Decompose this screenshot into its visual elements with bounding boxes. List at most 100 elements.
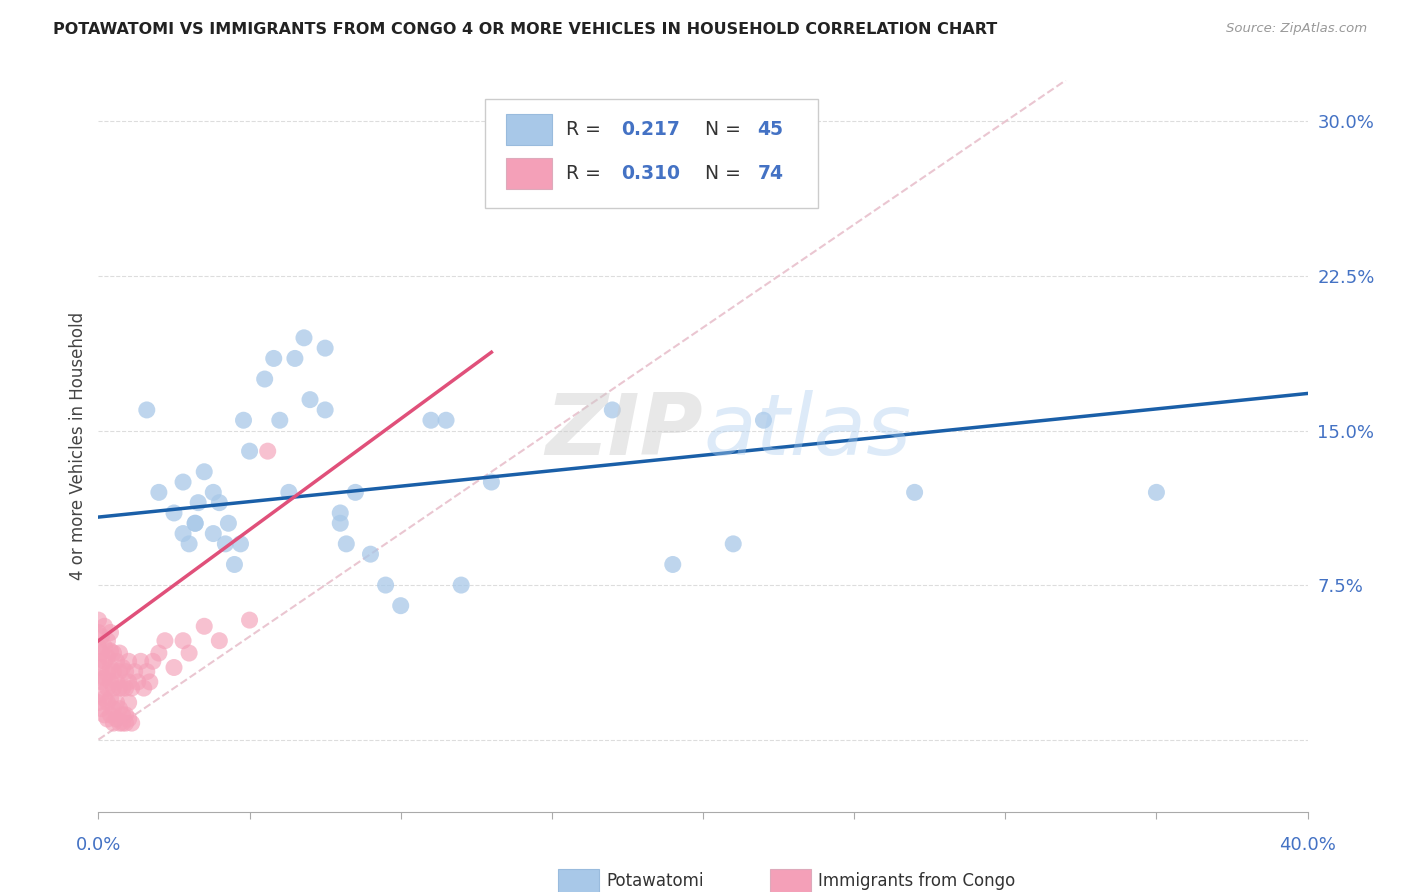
Point [93,640,115,654]
Point [253,372,276,386]
Point [723,537,745,551]
Point [87,696,110,710]
Point [103,646,125,660]
Point [292,331,315,345]
Point [232,413,254,427]
Point [299,392,322,407]
Point [481,475,503,489]
Point [100,707,122,722]
Point [96,712,118,726]
Point [389,599,412,613]
Point [96,650,118,665]
Point [153,633,176,648]
Point [277,485,299,500]
Point [96,696,118,710]
Point [374,578,396,592]
Point [450,578,472,592]
Point [105,674,128,689]
Point [100,691,122,706]
Point [217,516,239,531]
FancyBboxPatch shape [485,99,818,209]
Point [314,341,336,355]
Point [114,665,136,679]
Point [420,413,443,427]
Point [121,716,143,731]
Point [96,666,118,681]
Point [172,475,194,489]
Point [752,413,775,427]
Point [263,351,285,366]
Point [208,633,231,648]
Point [111,716,134,731]
Point [93,671,115,685]
Point [90,630,112,644]
Point [163,506,186,520]
Point [114,716,136,731]
Point [229,537,252,551]
Point [118,674,141,689]
Point [163,660,186,674]
Point [103,716,125,731]
Point [269,413,291,427]
Point [129,654,152,668]
Point [90,646,112,660]
Point [179,646,201,660]
Point [93,654,115,668]
Point [172,526,194,541]
Point [90,702,112,716]
Point [135,403,157,417]
Point [214,537,236,551]
Point [148,485,170,500]
Text: N =: N = [706,163,748,183]
Point [256,444,278,458]
Point [1144,485,1167,500]
Text: Immigrants from Congo: Immigrants from Congo [818,872,1015,890]
Text: ZIP: ZIP [546,390,703,473]
Text: Potawatomi: Potawatomi [606,872,704,890]
Point [904,485,927,500]
Point [602,403,624,417]
Text: N =: N = [706,120,748,139]
FancyBboxPatch shape [506,114,551,145]
Point [105,712,128,726]
Point [184,516,207,531]
Point [111,707,134,722]
Point [100,625,122,640]
Point [187,496,209,510]
Point [179,537,201,551]
Point [108,665,131,679]
FancyBboxPatch shape [769,869,811,892]
FancyBboxPatch shape [558,869,599,892]
Point [127,674,149,689]
Text: 0.217: 0.217 [621,120,679,139]
Point [105,654,128,668]
Point [100,644,122,658]
Point [108,702,131,716]
Point [114,707,136,722]
Point [360,547,382,561]
Text: 45: 45 [758,120,783,139]
Point [100,660,122,674]
Text: 74: 74 [758,163,783,183]
Point [90,660,112,674]
Point [284,351,307,366]
Point [90,687,112,701]
Point [135,665,157,679]
Point [661,558,683,572]
Point [139,674,162,689]
Point [344,485,367,500]
Text: 0.0%: 0.0% [76,837,121,855]
Text: atlas: atlas [703,390,911,473]
Point [87,654,110,668]
Point [118,696,141,710]
Point [118,712,141,726]
Text: 0.310: 0.310 [621,163,679,183]
Point [103,702,125,716]
Point [87,640,110,654]
Point [93,619,115,633]
Point [193,465,215,479]
Point [314,403,336,417]
Point [132,681,155,695]
Point [87,613,110,627]
Point [208,496,231,510]
